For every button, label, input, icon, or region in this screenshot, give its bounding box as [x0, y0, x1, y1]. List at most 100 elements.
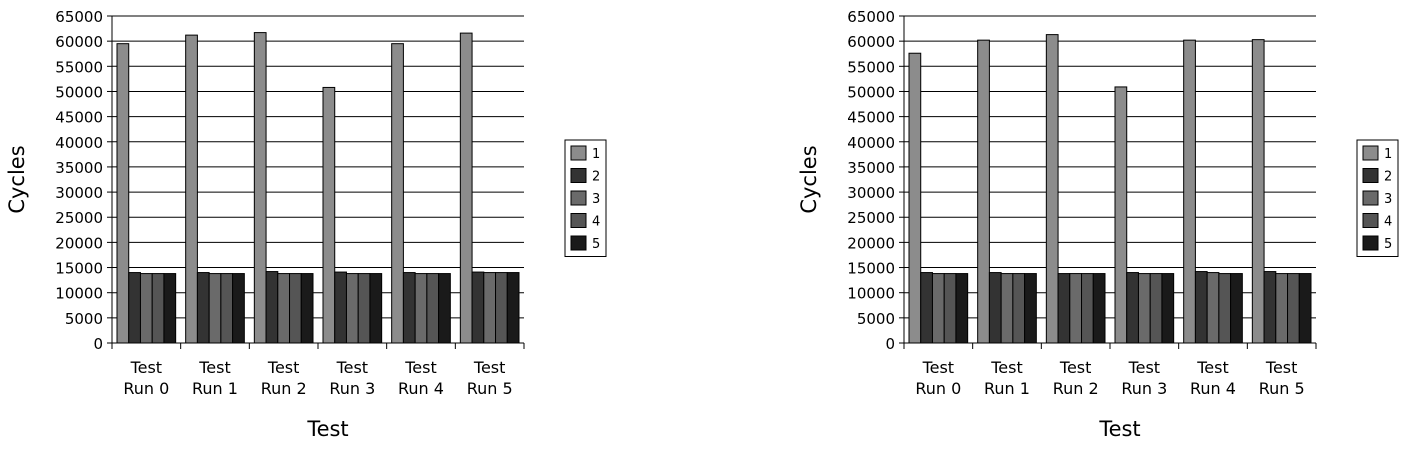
x-tick-label: Run 4 — [1190, 379, 1236, 398]
y-tick-label: 35000 — [847, 159, 895, 177]
y-tick-label: 15000 — [847, 260, 895, 278]
x-tick-label: Test — [473, 358, 506, 377]
y-tick-label: 25000 — [847, 209, 895, 227]
legend-label: 5 — [592, 237, 600, 252]
bar-series-4 — [220, 273, 234, 344]
legend-swatch — [1362, 235, 1379, 251]
x-tick-label: Run 3 — [329, 379, 375, 398]
x-tick-label: Test — [990, 358, 1023, 377]
bar-series-1 — [1251, 39, 1265, 344]
bar-series-2 — [265, 271, 279, 344]
y-tick-label: 10000 — [55, 285, 103, 303]
bar-series-5 — [1092, 273, 1106, 344]
bar-series-4 — [357, 273, 371, 344]
bar-series-2 — [920, 272, 933, 344]
bar-series-4 — [495, 272, 508, 344]
bar-series-4 — [943, 273, 957, 344]
bar-series-2 — [1126, 272, 1139, 344]
legend-label: 2 — [1384, 170, 1392, 185]
bar-series-4 — [151, 273, 165, 344]
legend-swatch — [1362, 213, 1379, 228]
bar-series-1 — [908, 52, 922, 344]
legend-label: 2 — [592, 170, 600, 185]
bar-series-5 — [1298, 273, 1312, 344]
bar-series-3 — [1137, 273, 1151, 344]
legend-label: 3 — [592, 192, 600, 207]
x-tick-label: Run 0 — [123, 379, 169, 398]
legend-swatch — [570, 213, 587, 228]
bar-series-2 — [1057, 273, 1071, 344]
bar-series-2 — [196, 272, 210, 344]
legend-swatch — [1362, 145, 1379, 161]
y-tick-label: 10000 — [847, 285, 895, 303]
y-tick-label: 55000 — [847, 58, 895, 76]
bar-series-1 — [459, 32, 473, 344]
bar-series-4 — [426, 273, 440, 344]
bar-series-2 — [128, 272, 141, 344]
bar-series-1 — [116, 43, 130, 344]
bar-series-1 — [1114, 86, 1128, 344]
y-tick-label: 20000 — [55, 234, 103, 252]
legend-swatch — [1362, 190, 1379, 206]
chart-svg: 0 5000 10000 15000 20000 25000 30000 35000 40000… — [5, 8, 607, 441]
x-axis-title: Test — [1098, 417, 1140, 441]
y-tick-label: 35000 — [55, 159, 103, 177]
bar-series-1 — [1045, 34, 1059, 344]
legend-swatch — [570, 168, 587, 183]
cycles-chart-right: 0 5000 10000 15000 20000 25000 30000 35000 40000… — [792, 0, 1408, 453]
y-tick-label: 20000 — [847, 234, 895, 252]
y-tick-label: 5000 — [857, 310, 895, 328]
x-tick-label: Run 5 — [467, 379, 513, 398]
chart-svg: 0 5000 10000 15000 20000 25000 30000 35000 40000… — [797, 8, 1399, 441]
bar-series-5 — [438, 273, 451, 344]
legend-swatch — [1362, 168, 1379, 183]
x-tick-label: Test — [1265, 358, 1298, 377]
bar-series-3 — [277, 273, 291, 344]
legend-swatch — [570, 145, 587, 161]
x-tick-label: Run 1 — [192, 379, 238, 398]
legend-label: 5 — [1384, 237, 1392, 252]
y-tick-label: 15000 — [55, 260, 103, 278]
y-axis-title: Cycles — [5, 145, 29, 213]
x-tick-label: Test — [336, 358, 369, 377]
bar-series-3 — [1275, 273, 1289, 344]
y-tick-label: 40000 — [55, 134, 103, 152]
bar-series-5 — [506, 272, 520, 344]
y-tick-label: 0 — [93, 335, 103, 353]
bar-series-5 — [369, 273, 383, 344]
legend-swatch — [570, 190, 587, 206]
y-tick-label: 30000 — [55, 184, 103, 202]
y-tick-label: 45000 — [55, 109, 103, 127]
legend-label: 4 — [1384, 215, 1392, 230]
bar-series-5 — [1230, 273, 1243, 344]
bar-series-4 — [1218, 273, 1232, 344]
x-tick-label: Run 0 — [915, 379, 961, 398]
bar-series-4 — [1149, 273, 1163, 344]
bar-series-5 — [1024, 273, 1037, 344]
bar-series-2 — [471, 271, 485, 344]
bar-series-1 — [977, 39, 990, 344]
y-tick-label: 0 — [885, 335, 895, 353]
x-tick-label: Run 3 — [1121, 379, 1167, 398]
x-tick-label: Run 5 — [1259, 379, 1305, 398]
y-tick-label: 60000 — [847, 33, 895, 51]
x-tick-label: Run 1 — [984, 379, 1030, 398]
bar-series-3 — [931, 273, 945, 344]
y-tick-label: 25000 — [55, 209, 103, 227]
bar-series-4 — [289, 273, 302, 344]
y-tick-label: 40000 — [847, 134, 895, 152]
bar-series-4 — [1081, 273, 1094, 344]
x-tick-label: Test — [130, 358, 163, 377]
bar-series-3 — [208, 273, 222, 344]
bar-series-3 — [1069, 273, 1083, 344]
bar-series-1 — [185, 34, 198, 344]
x-tick-label: Test — [1059, 358, 1092, 377]
y-tick-label: 30000 — [847, 184, 895, 202]
bar-series-5 — [1161, 273, 1175, 344]
bar-series-2 — [1263, 271, 1277, 344]
bar-series-1 — [1183, 39, 1196, 344]
bar-series-2 — [402, 272, 416, 344]
x-tick-label: Test — [198, 358, 231, 377]
y-tick-label: 45000 — [847, 109, 895, 127]
bar-series-5 — [163, 273, 177, 344]
